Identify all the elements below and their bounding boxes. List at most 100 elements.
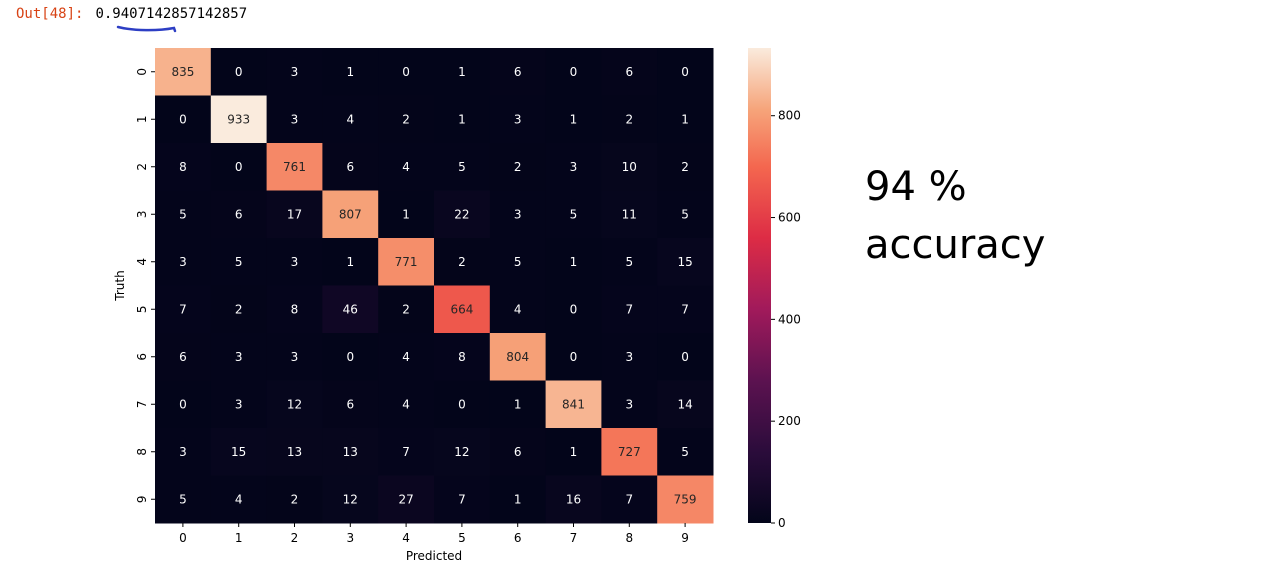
heatmap-cell: [434, 95, 491, 144]
cell-value-label: 6: [514, 445, 522, 459]
heatmap-cell: [378, 95, 435, 144]
heatmap-cell: [545, 95, 602, 144]
heatmap-cell: [545, 48, 602, 96]
heatmap-cell: [434, 48, 491, 96]
y-axis-ticks: 0 1 2 3 4 5 6 7 8 9: [135, 68, 155, 503]
heatmap-cell: [210, 48, 268, 96]
cell-value-label: 6: [346, 160, 354, 174]
cell-value-label: 2: [402, 302, 410, 316]
cell-value-label: 5: [681, 207, 689, 221]
heatmap-cell: [434, 190, 491, 239]
x-tick-label: 4: [402, 531, 410, 545]
heatmap-cell: [489, 380, 547, 429]
x-tick-label: 8: [625, 531, 633, 545]
heatmap-cell: [210, 190, 268, 239]
cell-value-label: 8: [291, 302, 299, 316]
cell-value-label: 3: [291, 350, 299, 364]
cell-value-label: 1: [681, 112, 689, 126]
x-tick-label: 3: [346, 531, 354, 545]
heatmap-cell: [657, 143, 714, 191]
y-tick-label: 0: [135, 68, 149, 76]
colorbar-tick-label: 800: [778, 109, 801, 123]
colorbar-tick-label: 200: [778, 414, 801, 428]
heatmap-cell: [155, 428, 212, 476]
heatmap-cell: [322, 333, 379, 381]
cell-value-label: 3: [179, 255, 187, 269]
heatmap-cell: [489, 190, 547, 239]
heatmap-cell: [601, 428, 658, 476]
cell-value-label: 4: [402, 397, 410, 411]
heatmap-cell: [322, 190, 379, 239]
heatmap-cell: [545, 190, 602, 239]
cell-value-label: 5: [179, 492, 187, 506]
cell-value-label: 6: [346, 397, 354, 411]
heatmap-cell: [657, 428, 714, 476]
heatmap-cell: [155, 333, 212, 381]
cell-value-label: 27: [398, 492, 413, 506]
output-value: 0.9407142857142857: [95, 6, 248, 22]
cell-value-label: 5: [625, 255, 633, 269]
cell-value-label: 5: [179, 207, 187, 221]
x-tick-label: 9: [681, 531, 689, 545]
cell-value-label: 8: [179, 160, 187, 174]
heatmap-cell: [378, 333, 435, 381]
heatmap-cell: [266, 285, 323, 334]
cell-value-label: 3: [291, 65, 299, 79]
heatmap-cell: [155, 285, 212, 334]
cell-value-label: 0: [402, 65, 410, 79]
cell-value-label: 4: [402, 160, 410, 174]
heatmap-cell: [266, 238, 323, 286]
y-tick-label: 2: [135, 163, 149, 171]
cell-value-label: 12: [287, 397, 302, 411]
cell-value-label: 5: [570, 207, 578, 221]
cell-value-label: 12: [343, 492, 358, 506]
cell-value-label: 3: [291, 112, 299, 126]
heatmap-cell: [601, 95, 658, 144]
cell-value-label: 1: [514, 397, 522, 411]
x-tick-label: 0: [179, 531, 187, 545]
heatmap-cell: [266, 380, 323, 429]
heatmap-cell: [210, 238, 268, 286]
heatmap-cell: [378, 428, 435, 476]
colorbar-ticks: 0 200 400 600 800: [771, 109, 801, 530]
heatmap-cell: [210, 333, 268, 381]
y-tick-label: 9: [135, 495, 149, 503]
heatmap-cell: [210, 95, 268, 144]
colorbar: [748, 48, 771, 523]
cell-value-label: 1: [458, 65, 466, 79]
cell-value-label: 5: [458, 160, 466, 174]
heatmap-cell: [601, 475, 658, 524]
colorbar-tick-label: 0: [778, 516, 786, 530]
cell-value-label: 2: [681, 160, 689, 174]
heatmap-cell: [322, 238, 379, 286]
heatmap-cell: [545, 428, 602, 476]
cell-value-label: 807: [339, 207, 362, 221]
cell-value-label: 771: [395, 255, 418, 269]
heatmap-cell: [266, 475, 323, 524]
heatmap-cell: [601, 143, 658, 191]
cell-value-label: 5: [681, 445, 689, 459]
heatmap-cell: [545, 380, 602, 429]
heatmap-cell: [378, 48, 435, 96]
heatmap-cell: [601, 48, 658, 96]
cell-value-label: 933: [227, 112, 250, 126]
cell-value-label: 2: [458, 255, 466, 269]
heatmap-cell: [489, 285, 547, 334]
cell-value-label: 6: [514, 65, 522, 79]
cell-value-label: 1: [346, 255, 354, 269]
cell-value-label: 12: [454, 445, 469, 459]
heatmap-cell: [266, 333, 323, 381]
heatmap-cell: [545, 475, 602, 524]
cell-value-label: 5: [235, 255, 243, 269]
heatmap-cell: [210, 380, 268, 429]
cell-value-label: 761: [283, 160, 306, 174]
heatmap-cell: [322, 95, 379, 144]
cell-value-label: 7: [402, 445, 410, 459]
heatmap-cell: [489, 143, 547, 191]
heatmap-cell: [155, 143, 212, 191]
cell-value-label: 6: [179, 350, 187, 364]
heatmap-cell: [378, 143, 435, 191]
cell-value-label: 0: [681, 350, 689, 364]
heatmap-cell: [378, 380, 435, 429]
heatmap-cell: [322, 48, 379, 96]
